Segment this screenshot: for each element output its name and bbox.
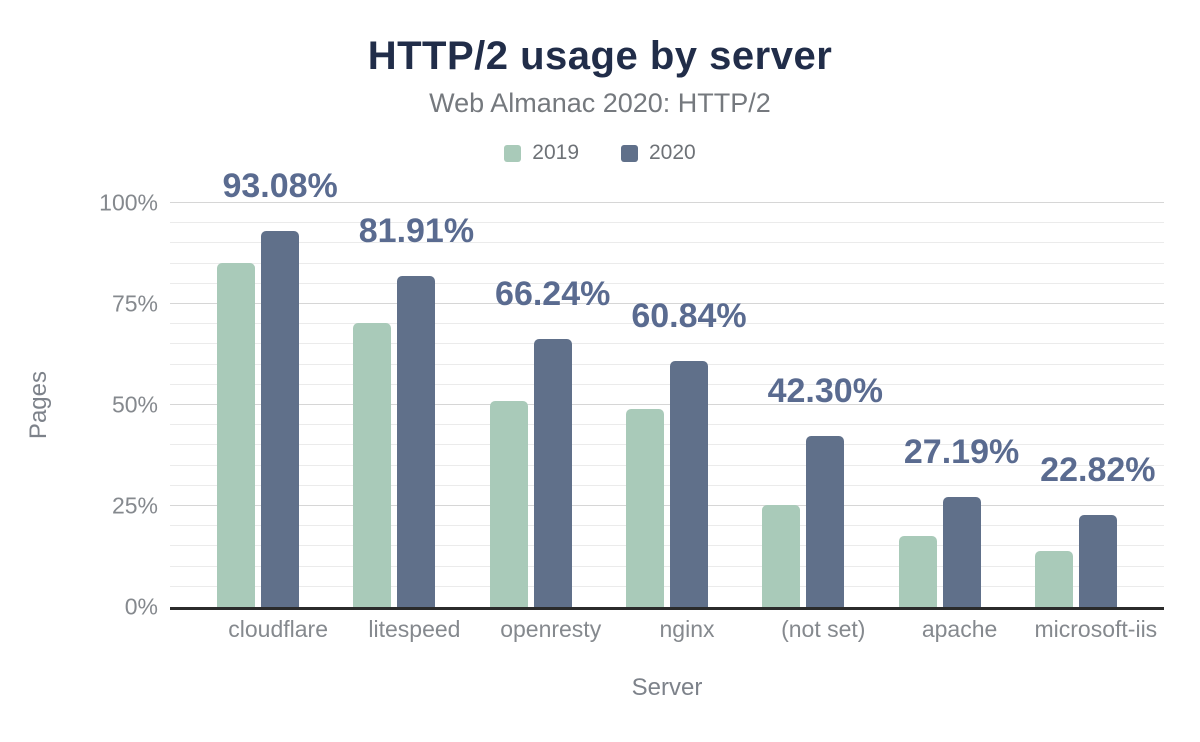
data-label-openresty: 66.24% [495, 275, 611, 314]
gridline-minor [170, 545, 1164, 547]
gridline-minor [170, 282, 1164, 284]
bar-2020-litespeed [397, 276, 436, 607]
legend-label-2020: 2020 [649, 141, 696, 164]
gridline-minor [170, 343, 1164, 345]
bar-2019-openresty [489, 400, 528, 607]
bar-2019-nginx [626, 409, 664, 607]
data-label-cloudflare: 93.08% [222, 166, 338, 205]
gridline-minor [170, 222, 1164, 224]
y-tick-50%: 50% [111, 391, 158, 418]
plot-area: 93.08% 81.91% 66.24% 60.84% 42.30% 27.19% 22.8… [170, 169, 1164, 610]
gridline-minor [170, 444, 1164, 446]
bar-2019-litespeed [353, 322, 392, 607]
gridline-minor [170, 323, 1164, 325]
bar-2019-(not set) [762, 504, 801, 607]
x-tick-(not set): (not set) [781, 616, 866, 642]
x-axis-ticks: cloudflare litespeed openresty nginx (not se… [190, 616, 1157, 646]
gridline-minor [170, 262, 1164, 264]
y-tick-25%: 25% [111, 492, 158, 519]
data-label-apache: 27.19% [903, 433, 1020, 472]
data-label-nginx: 60.84% [631, 297, 747, 336]
gridline-minor [170, 424, 1164, 426]
data-label-litespeed: 81.91% [358, 212, 475, 251]
gridline-major [170, 505, 1164, 506]
gridline-minor [170, 383, 1164, 385]
x-tick-openresty: openresty [500, 616, 602, 642]
gridline-minor [170, 585, 1164, 587]
gridline-minor [170, 525, 1164, 527]
gridline-major [170, 202, 1164, 203]
x-tick-apache: apache [921, 616, 998, 642]
legend-swatch-2019 [504, 144, 522, 162]
bar-2019-apache [898, 535, 937, 607]
bar-2019-microsoft-iis [1034, 550, 1073, 607]
y-tick-100%: 100% [99, 189, 158, 216]
bar-2020-(not set) [806, 436, 845, 607]
bar-2020-apache [942, 497, 981, 607]
x-tick-cloudflare: cloudflare [228, 616, 329, 642]
chart-title: HTTP/2 usage by server [367, 34, 833, 78]
legend-item-2020: 2020 [621, 141, 696, 165]
x-tick-nginx: nginx [659, 616, 715, 642]
y-tick-75%: 75% [111, 290, 158, 317]
gridline-minor [170, 363, 1164, 365]
data-label-(not set): 42.30% [767, 372, 883, 411]
y-tick-0%: 0% [124, 593, 158, 620]
bar-2020-cloudflare [261, 230, 300, 607]
y-axis-title-text: Pages [25, 370, 52, 440]
gridline-minor [170, 565, 1164, 567]
gridline-major [170, 404, 1164, 405]
gridline-minor [170, 464, 1164, 466]
legend-item-2019: 2019 [504, 141, 579, 165]
legend-swatch-2020 [621, 144, 638, 162]
chart-subtitle: Web Almanac 2020: HTTP/2 [429, 88, 771, 118]
gridline-minor [170, 484, 1164, 486]
y-axis-ticks: 0% 25% 50% 75% 100% [0, 190, 158, 620]
bar-2019-cloudflare [217, 263, 256, 607]
legend-label-2019: 2019 [532, 141, 579, 164]
x-tick-litespeed: litespeed [368, 616, 461, 642]
legend: 2019 2020 [0, 141, 1200, 165]
bar-2020-microsoft-iis [1078, 514, 1117, 607]
x-tick-microsoft-iis: microsoft-iis [1034, 616, 1158, 642]
x-axis-title: Server [631, 674, 703, 701]
data-label-microsoft-iis: 22.82% [1040, 450, 1156, 489]
gridline-major [170, 303, 1164, 304]
bar-2020-openresty [533, 339, 572, 607]
y-axis-title: Pages [24, 203, 54, 607]
bar-2020-nginx [670, 361, 708, 607]
gridline-minor [170, 242, 1164, 244]
